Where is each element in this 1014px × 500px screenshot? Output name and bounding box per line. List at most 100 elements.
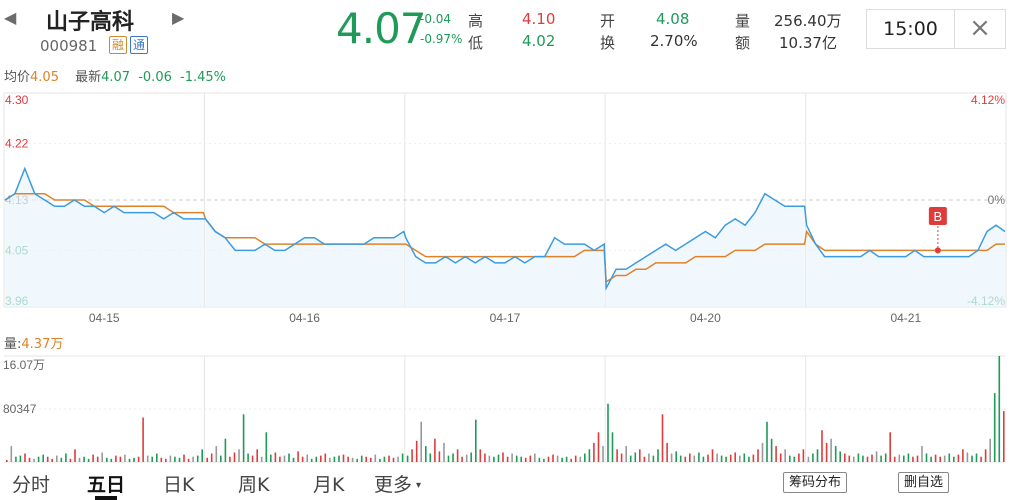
volume-bar	[725, 456, 727, 462]
volume-bar	[779, 453, 782, 462]
tab-monthly-k[interactable]: 月K	[313, 474, 345, 496]
volume-bar	[875, 451, 878, 462]
tab-daily-k[interactable]: 日K	[163, 474, 195, 496]
volume-bar	[106, 457, 108, 462]
volume-bar	[434, 438, 436, 462]
time-display[interactable]: 15:00	[866, 9, 954, 49]
volume-bar	[684, 456, 687, 462]
volume-bar	[101, 452, 103, 462]
intraday-price-chart[interactable]: 4.304.224.134.053.964.12%0%-4.12%04-1504…	[0, 0, 1014, 330]
price-area	[405, 237, 605, 307]
volume-bar	[443, 442, 445, 462]
volume-bar	[957, 454, 960, 462]
volume-bar	[160, 457, 163, 462]
volume-bar	[752, 454, 755, 462]
volume-bar	[748, 456, 750, 462]
volume-bar	[270, 454, 272, 462]
date-axis-label: 04-16	[289, 311, 320, 325]
volume-bar	[370, 457, 372, 462]
volume-info-value: 4.37万	[21, 337, 64, 352]
volume-bar	[215, 446, 218, 462]
volume-bar	[315, 456, 318, 462]
margin-badge: 融	[109, 36, 128, 54]
volume-bar	[42, 454, 44, 462]
volume-bar	[916, 455, 919, 462]
volume-bar	[789, 455, 791, 462]
latest-price-value: 4.07	[101, 70, 131, 85]
volume-bar	[661, 414, 664, 462]
volume-bar	[903, 455, 905, 462]
volume-bar	[720, 455, 723, 462]
volume-bar	[939, 456, 941, 462]
volume-bar	[853, 456, 855, 462]
volume-bar	[866, 456, 869, 462]
close-icon[interactable]: ×	[954, 9, 1006, 49]
volume-bar	[201, 449, 203, 462]
volume-bar	[934, 454, 937, 462]
volume-bar	[333, 456, 336, 462]
volume-bar	[493, 456, 495, 462]
volume-bar	[183, 454, 185, 462]
volume-bar	[146, 455, 149, 462]
volume-bar	[839, 451, 841, 462]
volume-bar	[238, 449, 240, 462]
date-axis-label: 04-15	[89, 311, 120, 325]
volume-bar	[502, 452, 504, 462]
volume-bar	[388, 455, 390, 462]
chip-distribution-button[interactable]: 筹码分布	[783, 472, 848, 493]
volume-bar	[351, 457, 354, 462]
volume-bar	[862, 455, 864, 462]
high-value: 4.10	[522, 10, 556, 28]
volume-bar	[310, 458, 313, 462]
volume-bar	[620, 453, 623, 462]
volume-bar	[347, 456, 349, 462]
buy-marker-label: B	[934, 209, 943, 224]
volume-bar	[884, 453, 887, 462]
turnover-label: 换	[600, 34, 616, 52]
avg-price-value: 4.05	[30, 70, 59, 85]
volume-bar	[461, 456, 463, 462]
volume-info-label: 量:	[4, 337, 22, 352]
tab-weekly-k[interactable]: 周K	[238, 474, 270, 496]
period-tab-bar: 分时 五日 日K 周K 月K 更多 ▾ 筹码分布 删自选	[0, 464, 1014, 500]
current-price: 4.07	[336, 4, 427, 53]
volume-bar	[256, 449, 258, 462]
volume-bar	[775, 446, 777, 462]
volume-bar	[588, 449, 591, 462]
volume-bar	[602, 446, 604, 462]
volume-label: 量	[735, 12, 751, 30]
volume-bar	[770, 438, 773, 462]
volume-bar	[898, 454, 901, 462]
volume-bar	[556, 455, 559, 462]
tab-more[interactable]: 更多 ▾	[374, 470, 421, 497]
volume-bar	[798, 453, 800, 462]
price-axis-label: 4.22	[5, 136, 29, 150]
volume-bar	[229, 456, 231, 462]
amount-label: 额	[735, 34, 751, 52]
volume-bar	[69, 458, 72, 462]
volume-bar	[761, 442, 764, 462]
volume-bar	[670, 453, 673, 462]
date-axis-label: 04-17	[490, 311, 521, 325]
volume-bar	[320, 455, 322, 462]
volume-bar	[415, 440, 418, 462]
volume-bar	[456, 449, 459, 462]
volume-bar	[807, 456, 810, 462]
volume-bar	[6, 459, 8, 462]
volume-bar	[210, 453, 213, 462]
volume-bar	[971, 455, 973, 462]
volume-bar	[734, 452, 736, 462]
volume-bar	[447, 455, 450, 462]
volume-bar	[948, 453, 951, 462]
volume-bar	[534, 453, 536, 462]
volume-bar	[930, 456, 932, 462]
tab-five-day[interactable]: 五日	[87, 474, 126, 496]
next-stock-icon[interactable]: ▶	[172, 8, 185, 27]
volume-bar	[251, 455, 254, 462]
volume-bar	[757, 449, 759, 462]
volume-bar	[989, 438, 991, 462]
remove-watchlist-button[interactable]: 删自选	[898, 472, 950, 493]
previous-stock-icon[interactable]: ◀	[4, 8, 17, 27]
volume-bar	[247, 453, 249, 462]
tab-intraday[interactable]: 分时	[12, 474, 51, 496]
